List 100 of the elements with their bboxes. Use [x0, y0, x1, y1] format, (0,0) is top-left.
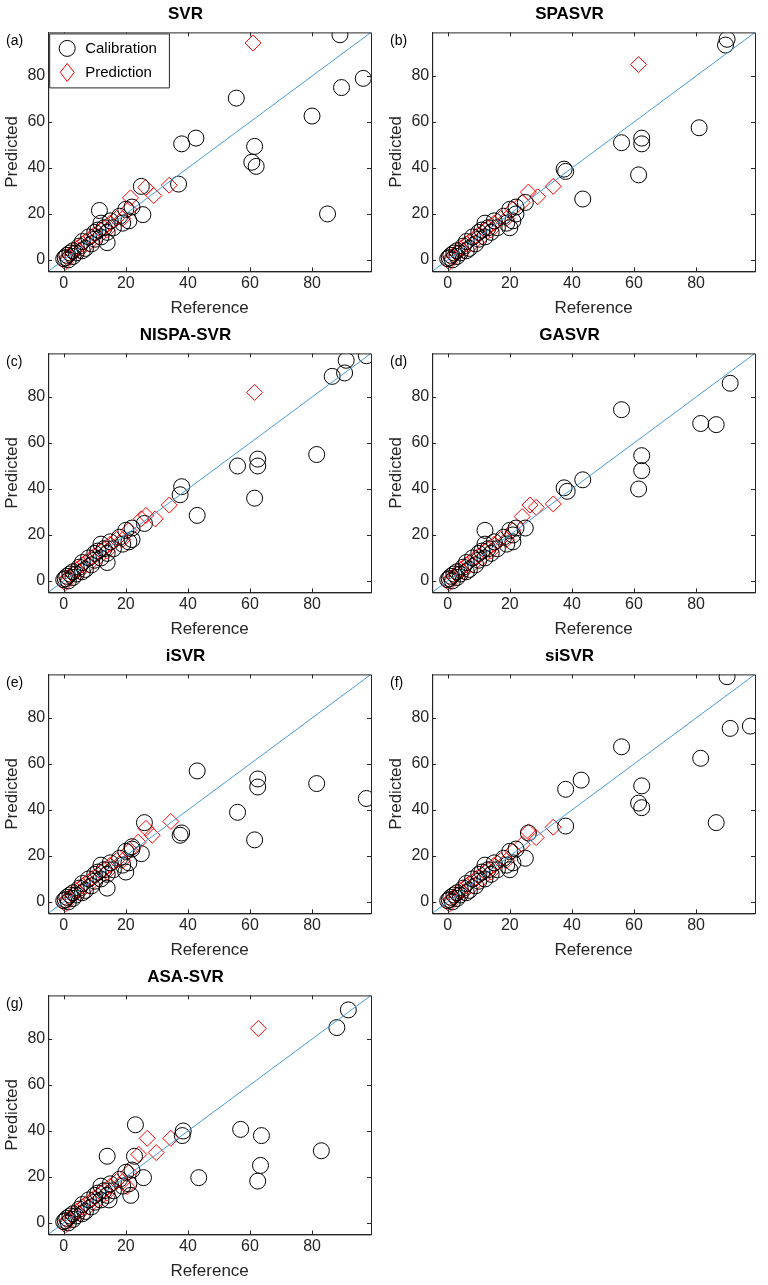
point [337, 353, 355, 369]
x-tick-label: 20 [116, 1237, 135, 1255]
y-axis-title: Predicted [1, 115, 21, 188]
x-tick-label: 60 [625, 274, 643, 292]
point [707, 416, 725, 434]
x-tick-label: 0 [59, 1237, 69, 1255]
point [574, 190, 592, 208]
point [147, 1144, 165, 1162]
point [120, 212, 138, 230]
point [130, 1145, 148, 1163]
point [104, 1182, 122, 1200]
x-tick-label: 0 [59, 595, 69, 613]
point [126, 1116, 144, 1134]
point [247, 157, 265, 175]
point [516, 519, 534, 537]
legend-label: Prediction [85, 62, 152, 80]
point [529, 188, 547, 206]
point [707, 814, 725, 832]
point [633, 799, 651, 817]
point [249, 1019, 267, 1037]
point [137, 179, 155, 197]
point [333, 79, 351, 97]
point [721, 374, 739, 392]
point [504, 526, 522, 544]
y-tick-label: 60 [27, 433, 46, 451]
point [504, 212, 522, 230]
x-axis-title: Reference [170, 1261, 249, 1281]
point [476, 856, 494, 874]
y-tick-label: 0 [420, 250, 430, 268]
x-tick-label: 20 [500, 595, 519, 613]
point [107, 210, 125, 228]
point [354, 69, 371, 87]
point [227, 89, 245, 107]
point [630, 56, 648, 74]
y-tick-label: 40 [411, 800, 430, 818]
text: (b) [390, 32, 408, 49]
point [246, 831, 264, 849]
point [173, 1127, 191, 1145]
x-tick-label: 40 [178, 595, 197, 613]
point [104, 540, 122, 558]
legend-label: Calibration [85, 38, 157, 56]
point [162, 1129, 180, 1147]
point [114, 535, 132, 553]
y-tick-label: 80 [27, 1029, 46, 1047]
y-tick-label: 80 [27, 387, 46, 405]
point [504, 533, 522, 551]
y-tick-label: 0 [420, 892, 430, 910]
x-tick-label: 0 [59, 916, 69, 934]
point [630, 794, 648, 812]
point [98, 1147, 116, 1165]
point [246, 137, 264, 155]
x-tick-label: 80 [687, 916, 706, 934]
point [173, 478, 191, 496]
point [114, 856, 132, 874]
point [572, 771, 590, 789]
x-axis-title: Reference [170, 298, 249, 318]
x-tick-label: 60 [241, 274, 259, 292]
y-tick-label: 20 [411, 525, 430, 543]
point [613, 401, 631, 419]
point [718, 32, 736, 48]
point [134, 1169, 152, 1187]
point [117, 863, 135, 881]
y-tick-label: 0 [36, 892, 46, 910]
x-tick-label: 80 [303, 595, 322, 613]
point [132, 177, 150, 195]
point [633, 777, 651, 795]
chart-title: GASVR [539, 324, 600, 344]
x-tick-label: 0 [443, 916, 453, 934]
point [476, 214, 494, 232]
point [243, 153, 261, 171]
point [174, 1122, 192, 1140]
point [613, 738, 631, 756]
point [92, 856, 110, 874]
text: (f) [390, 674, 404, 691]
x-axis-title: Reference [554, 619, 633, 639]
point [544, 495, 562, 513]
chart-title: siSVR [544, 645, 595, 665]
point [557, 817, 575, 835]
point [92, 1177, 110, 1195]
y-tick-label: 20 [411, 846, 430, 864]
point [339, 1001, 357, 1019]
point [98, 879, 116, 897]
point [137, 819, 155, 837]
y-tick-label: 0 [36, 571, 46, 589]
y-tick-label: 80 [27, 66, 46, 84]
x-tick-label: 80 [303, 274, 322, 292]
point [135, 814, 153, 832]
point [498, 214, 516, 232]
point [312, 1142, 330, 1160]
point [692, 414, 710, 432]
point [308, 446, 326, 464]
y-tick-label: 60 [411, 112, 430, 130]
point [690, 119, 708, 137]
point [114, 214, 132, 232]
x-tick-label: 40 [562, 274, 581, 292]
point [516, 849, 534, 867]
point [544, 818, 562, 836]
y-tick-label: 20 [27, 1167, 46, 1185]
y-tick-label: 60 [411, 754, 430, 772]
x-tick-label: 60 [241, 1237, 259, 1255]
